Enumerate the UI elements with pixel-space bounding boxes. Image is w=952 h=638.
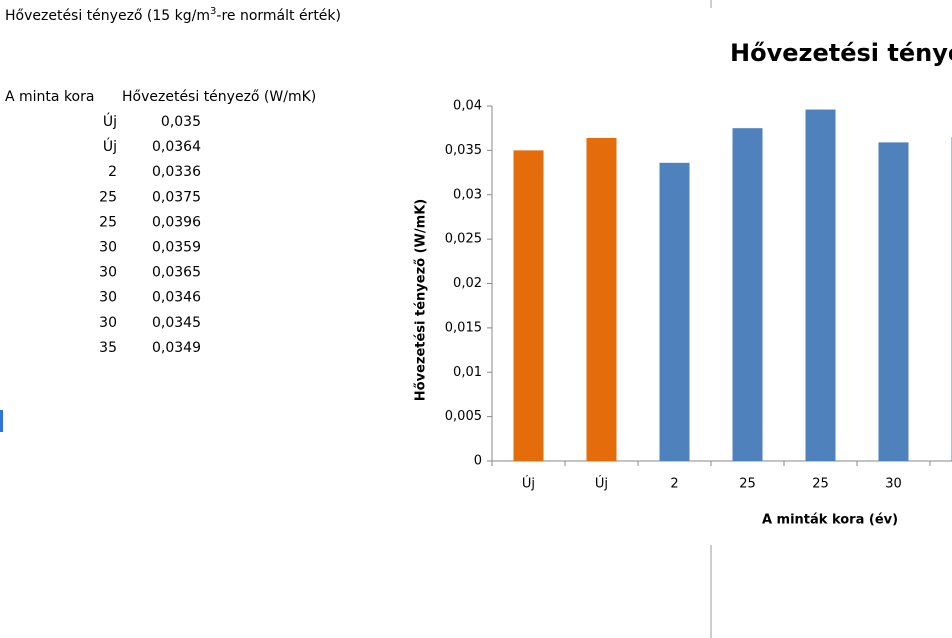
selection-marker (0, 410, 3, 432)
y-tick-label: 0 (474, 454, 482, 469)
x-tick-label: 30 (885, 477, 902, 492)
table-cell: 30 (99, 315, 117, 331)
title-part: -re normált érték) (216, 8, 341, 24)
y-tick-label: 0,035 (445, 143, 482, 158)
chart-title: Hővezetési tényező (15 kg/m3-re normált … (730, 39, 952, 67)
table-cell: 0,0365 (152, 265, 201, 281)
x-axis-label: A minták kora (év) (762, 513, 898, 528)
table-cell: 0,0346 (152, 290, 201, 306)
bar (659, 162, 690, 462)
x-tick-label: 25 (739, 477, 756, 492)
table-cell: 0,0349 (152, 340, 201, 356)
y-tick-label: 0,01 (453, 365, 482, 380)
y-tick-label: 0,005 (445, 409, 482, 424)
bar (732, 128, 763, 461)
table-cell: 25 (99, 214, 117, 230)
x-tick-label: 25 (812, 477, 829, 492)
table-cell: 30 (99, 265, 117, 281)
y-tick-label: 0,04 (453, 99, 482, 114)
title-part: Hővezetési tényező (15 kg/m (5, 8, 210, 24)
y-axis-label: Hővezetési tényező (W/mK) (414, 199, 429, 401)
bar (878, 142, 909, 461)
x-tick-label: Új (595, 476, 608, 492)
table-cell: 2 (108, 164, 117, 180)
y-tick-label: 0,02 (453, 276, 482, 291)
sheet-title: Hővezetési tényező (15 kg/m3-re normált … (5, 6, 341, 24)
table-cell: 0,0375 (152, 189, 201, 205)
x-tick-label: 2 (670, 477, 678, 492)
x-tick-label: Új (522, 476, 535, 492)
bar (805, 109, 836, 462)
table-cell: 0,0359 (152, 240, 201, 256)
table-header: A minta kora (5, 89, 94, 105)
table-cell: 0,035 (161, 114, 201, 130)
table-cell: Új (103, 137, 117, 155)
y-tick-label: 0,03 (453, 187, 482, 202)
table-cell: 35 (99, 340, 117, 356)
table-cell: 30 (99, 290, 117, 306)
title-sup: 3 (210, 6, 216, 17)
table-cell: 0,0364 (152, 139, 201, 155)
table-cell: 0,0345 (152, 315, 201, 331)
table-header: Hővezetési tényező (W/mK) (122, 89, 316, 105)
y-tick-label: 0,025 (445, 232, 482, 247)
table-cell: 0,0336 (152, 164, 201, 180)
bar (586, 137, 617, 461)
bar (513, 150, 544, 461)
table-cell: Új (103, 112, 117, 130)
table-cell: 25 (99, 189, 117, 205)
table-cell: 0,0396 (152, 214, 201, 230)
table-cell: 30 (99, 240, 117, 256)
y-tick-label: 0,015 (445, 320, 482, 335)
table-rows: Új 0,035 Új 0,0364 2 0,0336 25 0,0375 25 0,0396 30… (99, 112, 201, 356)
